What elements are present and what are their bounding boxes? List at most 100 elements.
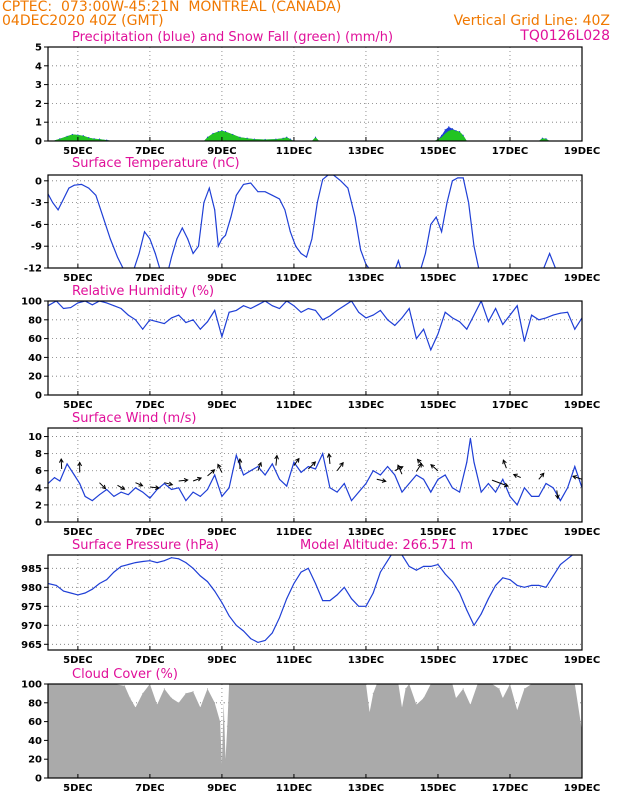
code-label: TQ0126L028 (520, 28, 610, 44)
series-point (545, 317, 547, 319)
series-point (516, 504, 518, 506)
wind-arrow (415, 463, 422, 472)
panel-frame (47, 427, 583, 523)
series-point (199, 328, 201, 330)
series-point (469, 437, 471, 439)
series-point (340, 180, 342, 182)
series-point (120, 491, 122, 493)
panel-title: Surface Wind (m/s) (72, 411, 196, 426)
y-tick-label: 40 (28, 736, 42, 747)
x-tick-label: 15DEC (420, 400, 456, 411)
precip-point (71, 133, 74, 136)
cloud-point (199, 707, 201, 708)
x-tick-label: 19DEC (564, 146, 600, 157)
series-point (163, 560, 165, 562)
y-tick-label: 985 (21, 564, 42, 575)
series-point (329, 487, 331, 489)
y-tick-label: -6 (31, 220, 42, 231)
panel-2: 0 -3 -6 -9 -12 5DEC 7DEC 9DEC 11DEC 13DEC 15DEC 17D… (24, 156, 600, 284)
series-point (495, 308, 497, 310)
wind-arrow-head (274, 454, 279, 460)
wind-arrow (394, 466, 403, 472)
series-point (523, 340, 525, 342)
panel-title: Cloud Cover (%) (72, 667, 178, 682)
series-point (559, 564, 561, 565)
wind-arrow-head (155, 485, 160, 490)
series-point (243, 474, 245, 476)
cloud-point (401, 707, 403, 708)
series-point (408, 483, 410, 485)
series-point (360, 249, 362, 251)
series-point (124, 271, 125, 272)
series-point (198, 245, 200, 247)
wind-arrow-head (295, 457, 300, 463)
series-point (154, 252, 156, 254)
series-point (329, 600, 331, 602)
series-point (376, 271, 377, 272)
panel-title: Precipitation (blue) and Snow Fall (gree… (72, 30, 393, 45)
x-tick-label: 9DEC (207, 273, 236, 284)
series-point (163, 323, 165, 325)
precip-point (314, 136, 317, 138)
series-point (343, 305, 345, 307)
precip-point (221, 130, 223, 132)
series-point (509, 314, 511, 316)
series-group (48, 301, 582, 352)
series-point (451, 487, 453, 489)
series-point (57, 209, 59, 211)
wind-arrow (257, 462, 262, 471)
series-point (567, 558, 569, 560)
wind-arrow (572, 475, 582, 480)
series-point (484, 275, 485, 276)
series-point (316, 202, 318, 204)
wind-arrow (307, 461, 316, 470)
series-point (444, 474, 446, 476)
series-point (480, 613, 482, 615)
series-point (192, 319, 194, 321)
x-tick-label: 9DEC (207, 527, 236, 538)
precip-point (289, 138, 291, 140)
y-tick-label: 0 (35, 774, 42, 785)
panel-3: 100 80 60 40 20 0 5DEC 7DEC 9DEC 11DEC 13DEC 15DEC 1… (21, 284, 600, 411)
cloud-point (221, 763, 223, 765)
series-point (149, 497, 151, 499)
series-point (451, 317, 453, 319)
y-tick-label: 40 (28, 353, 42, 364)
cloud-point (171, 697, 173, 699)
precip-point (212, 132, 214, 135)
series-point (552, 487, 554, 489)
series-point (214, 309, 216, 311)
series-group (48, 684, 582, 778)
y-tick-label: 10 (28, 432, 42, 443)
cloud-point (369, 711, 371, 713)
series-point (379, 474, 381, 476)
series-point (371, 271, 372, 272)
series-point (552, 314, 554, 316)
precip-point (77, 134, 79, 136)
y-tick-label: 0 (35, 391, 42, 402)
series-point (451, 180, 453, 182)
cloud-cover-area (48, 684, 582, 778)
series-point (343, 586, 345, 588)
wind-arrow (149, 486, 159, 489)
series-point (289, 231, 291, 233)
x-tick-label: 19DEC (564, 273, 600, 284)
cloud-point (207, 688, 209, 690)
x-tick-label: 17DEC (492, 655, 528, 666)
series-group (48, 175, 557, 276)
series-point (513, 271, 514, 272)
series-point (509, 579, 511, 581)
wind-arrow (217, 464, 223, 473)
series-line (48, 555, 574, 644)
series-point (106, 579, 108, 581)
series-point (199, 575, 201, 577)
series-point (95, 194, 97, 196)
series-point (257, 465, 259, 467)
series-point (208, 187, 210, 189)
series-point (192, 491, 194, 493)
cloud-point (423, 697, 425, 699)
series-point (279, 617, 281, 619)
series-point (149, 319, 151, 321)
y-tick-label: 1 (35, 118, 42, 129)
cloud-point (415, 704, 417, 706)
